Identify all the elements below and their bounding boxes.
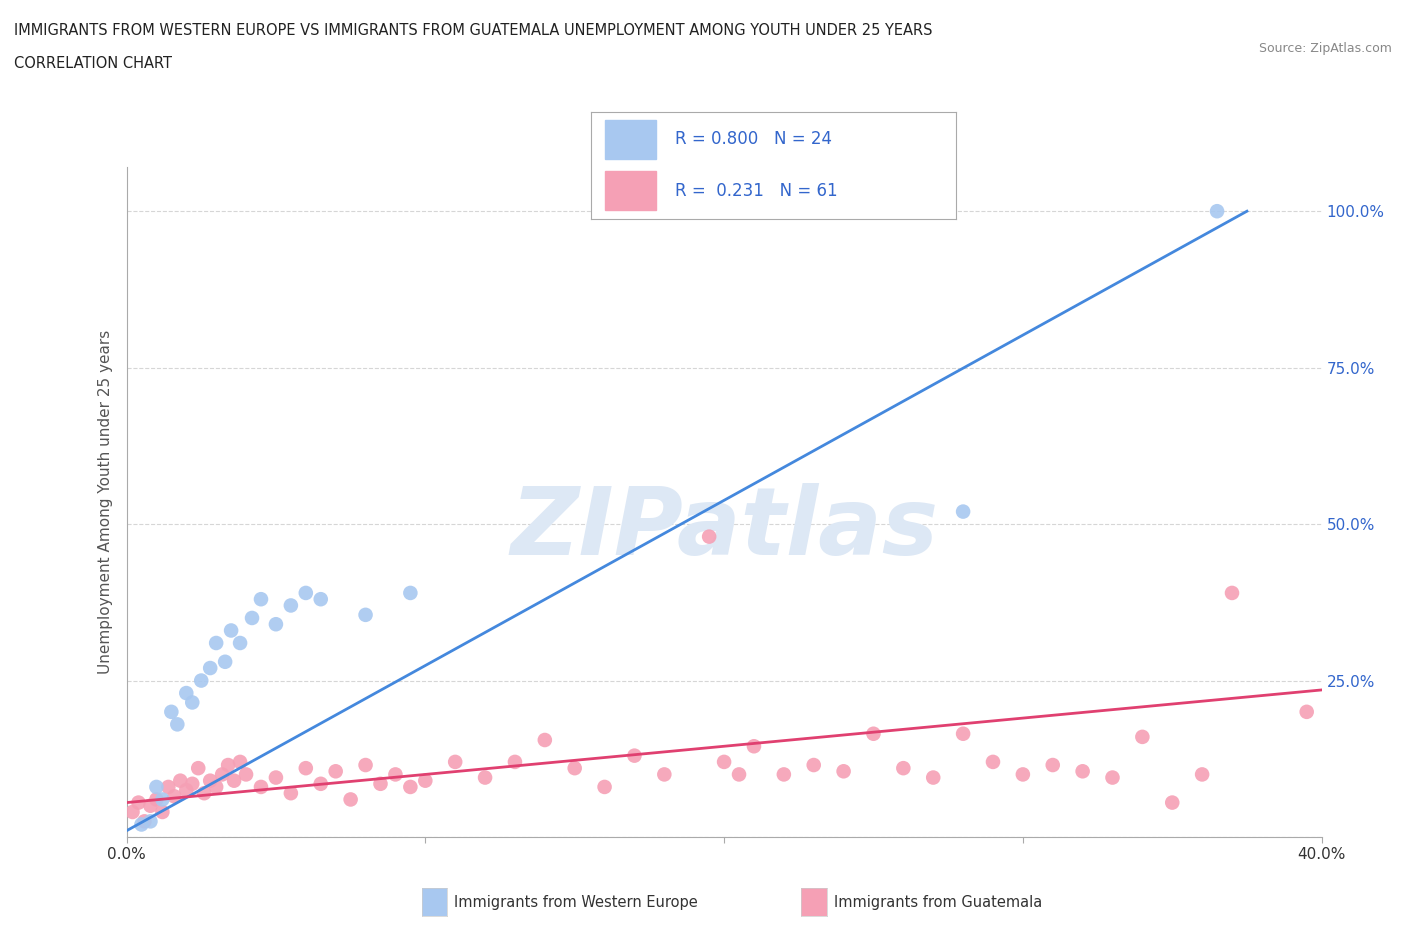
Point (952, 726, 974, 741)
Point (235, 767, 257, 782)
Point (354, 607, 377, 622)
Point (174, 783, 197, 798)
Point (166, 717, 188, 732)
Text: CORRELATION CHART: CORRELATION CHART (14, 56, 172, 71)
Point (339, 792, 361, 807)
Point (219, 623, 242, 638)
Point (174, 685, 197, 700)
Text: R =  0.231   N = 61: R = 0.231 N = 61 (675, 181, 837, 200)
Point (773, 767, 796, 782)
Point (190, 673, 212, 688)
Point (187, 761, 209, 776)
Point (181, 695, 204, 710)
Point (222, 773, 246, 788)
Point (309, 591, 332, 606)
Text: ZIPatlas: ZIPatlas (510, 483, 938, 575)
Point (1011, 767, 1033, 782)
Point (474, 770, 496, 785)
Point (713, 754, 735, 769)
Point (152, 804, 174, 819)
Point (264, 617, 287, 631)
Point (169, 773, 191, 788)
Point (415, 773, 437, 788)
Point (384, 767, 406, 782)
Point (1220, 586, 1243, 601)
Point (217, 758, 239, 773)
Point (121, 804, 143, 819)
Text: IMMIGRANTS FROM WESTERN EUROPE VS IMMIGRANTS FROM GUATEMALA UNEMPLOYMENT AMONG Y: IMMIGRANTS FROM WESTERN EUROPE VS IMMIGR… (14, 23, 932, 38)
Point (264, 770, 287, 785)
Point (1130, 729, 1153, 744)
Point (370, 777, 392, 791)
FancyBboxPatch shape (605, 120, 657, 159)
Point (952, 504, 974, 519)
Point (862, 726, 884, 741)
Point (399, 779, 422, 794)
Point (503, 754, 526, 769)
Point (697, 529, 720, 544)
Point (250, 591, 273, 606)
Point (131, 817, 153, 832)
Point (652, 767, 675, 782)
Point (534, 733, 557, 748)
Point (205, 635, 228, 650)
Point (444, 754, 467, 769)
Point (354, 758, 377, 773)
Point (832, 764, 855, 778)
Point (163, 789, 186, 804)
Point (1295, 704, 1317, 719)
Point (280, 786, 302, 801)
FancyBboxPatch shape (605, 171, 657, 210)
Point (1071, 764, 1094, 778)
Point (728, 767, 751, 782)
Point (193, 786, 215, 801)
Text: Immigrants from Western Europe: Immigrants from Western Europe (454, 895, 697, 910)
Point (181, 777, 204, 791)
Point (803, 758, 825, 773)
Point (127, 795, 149, 810)
Point (229, 635, 252, 650)
Point (1191, 767, 1213, 782)
Point (1101, 770, 1123, 785)
Point (981, 754, 1004, 769)
Point (229, 754, 252, 769)
Point (250, 779, 273, 794)
Point (399, 586, 422, 601)
Point (623, 749, 645, 764)
Point (139, 798, 162, 813)
Point (294, 586, 316, 601)
Point (240, 610, 263, 625)
Point (309, 777, 332, 791)
Point (1206, 204, 1229, 219)
Point (200, 773, 222, 788)
Point (139, 814, 162, 829)
Point (325, 764, 347, 778)
Point (214, 655, 236, 670)
Point (157, 779, 180, 794)
Point (211, 767, 233, 782)
Point (564, 761, 586, 776)
Point (1042, 758, 1064, 773)
Point (1161, 795, 1184, 810)
Text: Source: ZipAtlas.com: Source: ZipAtlas.com (1258, 42, 1392, 55)
Point (893, 761, 915, 776)
Point (593, 779, 616, 794)
Y-axis label: Unemployment Among Youth under 25 years: Unemployment Among Youth under 25 years (98, 330, 114, 674)
Point (145, 792, 167, 807)
Point (294, 761, 316, 776)
Point (152, 792, 174, 807)
Point (200, 660, 222, 675)
Point (280, 598, 302, 613)
Point (160, 704, 183, 719)
Point (145, 779, 167, 794)
Text: R = 0.800   N = 24: R = 0.800 N = 24 (675, 130, 831, 149)
Point (922, 770, 945, 785)
Point (134, 814, 156, 829)
Text: Immigrants from Guatemala: Immigrants from Guatemala (834, 895, 1042, 910)
Point (205, 779, 228, 794)
Point (742, 738, 765, 753)
